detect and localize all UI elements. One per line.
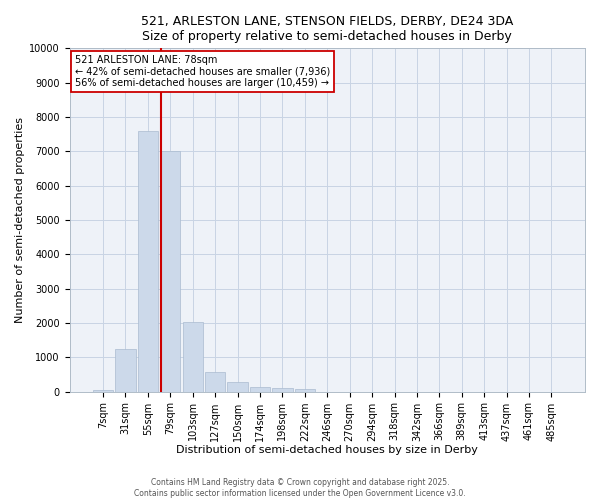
Title: 521, ARLESTON LANE, STENSON FIELDS, DERBY, DE24 3DA
Size of property relative to: 521, ARLESTON LANE, STENSON FIELDS, DERB… (141, 15, 514, 43)
Bar (138, 130, 158, 392)
Bar (205, 372, 225, 392)
Bar (160, 150, 181, 392)
Bar (295, 389, 315, 392)
Bar (272, 388, 293, 392)
Bar (227, 382, 248, 392)
Text: 521 ARLESTON LANE: 78sqm
← 42% of semi-detached houses are smaller (7,936)
56% o: 521 ARLESTON LANE: 78sqm ← 42% of semi-d… (74, 55, 330, 88)
X-axis label: Distribution of semi-detached houses by size in Derby: Distribution of semi-detached houses by … (176, 445, 478, 455)
Bar (250, 387, 270, 392)
Bar (115, 350, 136, 392)
Bar (182, 322, 203, 392)
Text: Contains HM Land Registry data © Crown copyright and database right 2025.
Contai: Contains HM Land Registry data © Crown c… (134, 478, 466, 498)
Bar (93, 390, 113, 392)
Y-axis label: Number of semi-detached properties: Number of semi-detached properties (15, 117, 25, 323)
